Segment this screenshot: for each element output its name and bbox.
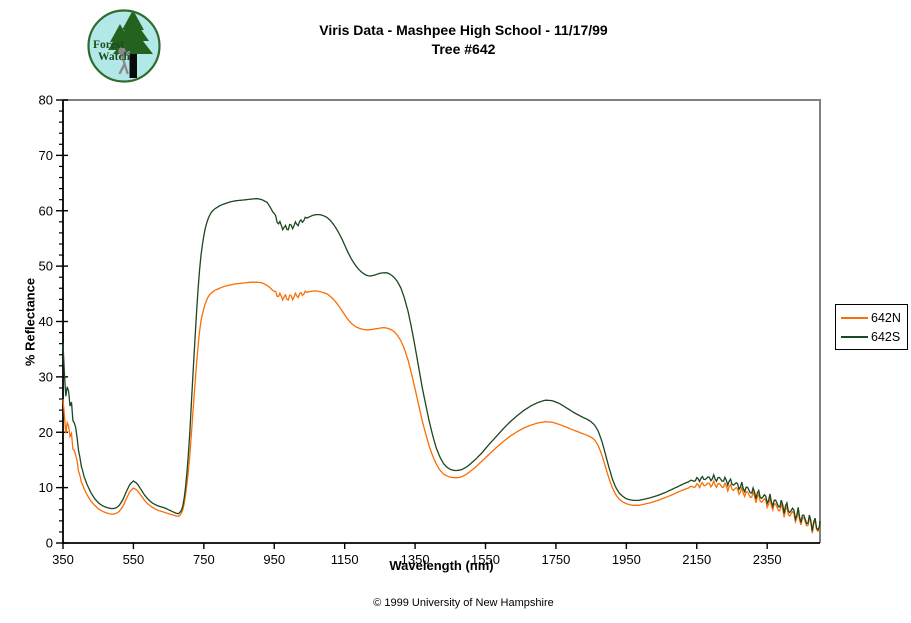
x-axis-title: Wavelength (nm)	[389, 558, 494, 573]
legend-label-642N: 642N	[871, 310, 901, 325]
y-tick-label: 30	[39, 369, 53, 384]
x-tick-label: 950	[263, 552, 285, 567]
legend-item-642S: 642S	[841, 327, 901, 346]
y-tick-label: 40	[39, 314, 53, 329]
series-line-642N	[62, 281, 821, 534]
legend: 642N 642S	[835, 304, 908, 350]
y-tick-label: 20	[39, 425, 53, 440]
copyright-text: © 1999 University of New Hampshire	[373, 597, 554, 609]
legend-label-642S: 642S	[871, 329, 901, 344]
y-tick-label: 0	[46, 536, 53, 551]
y-tick-label: 10	[39, 480, 53, 495]
x-tick-label: 1350	[401, 552, 430, 567]
legend-item-642N: 642N	[841, 308, 901, 327]
forest-watch-logo: Forest Watch	[87, 9, 161, 83]
x-tick-label: 550	[123, 552, 145, 567]
legend-line-swatch-642N	[841, 316, 868, 319]
x-tick-label: 2350	[753, 552, 782, 567]
x-tick-label: 2150	[682, 552, 711, 567]
legend-line-swatch-642S	[841, 335, 868, 338]
x-tick-label: 750	[193, 552, 215, 567]
logo-text-line2: Watch	[98, 51, 131, 63]
y-tick-label: 50	[39, 259, 53, 274]
y-tick-label: 70	[39, 148, 53, 163]
chart-title: Viris Data - Mashpee High School - 11/17…	[8, 21, 911, 59]
x-tick-label: 1550	[471, 552, 500, 567]
chart-title-line2: Tree #642	[431, 41, 496, 57]
x-tick-label: 1750	[541, 552, 570, 567]
person-icon	[118, 47, 131, 75]
x-tick-label: 1950	[612, 552, 641, 567]
x-tick-label: 1150	[331, 552, 359, 567]
y-tick-label: 80	[39, 93, 53, 108]
chart-title-line1: Viris Data - Mashpee High School - 11/17…	[319, 22, 608, 38]
logo-text-line1: Forest	[93, 39, 124, 51]
y-tick-label: 60	[39, 203, 53, 218]
series-line-642S	[62, 197, 821, 531]
y-axis-title: % Reflectance	[22, 277, 38, 367]
tree-trunk-icon	[129, 34, 137, 78]
x-tick-label: 350	[52, 552, 74, 567]
